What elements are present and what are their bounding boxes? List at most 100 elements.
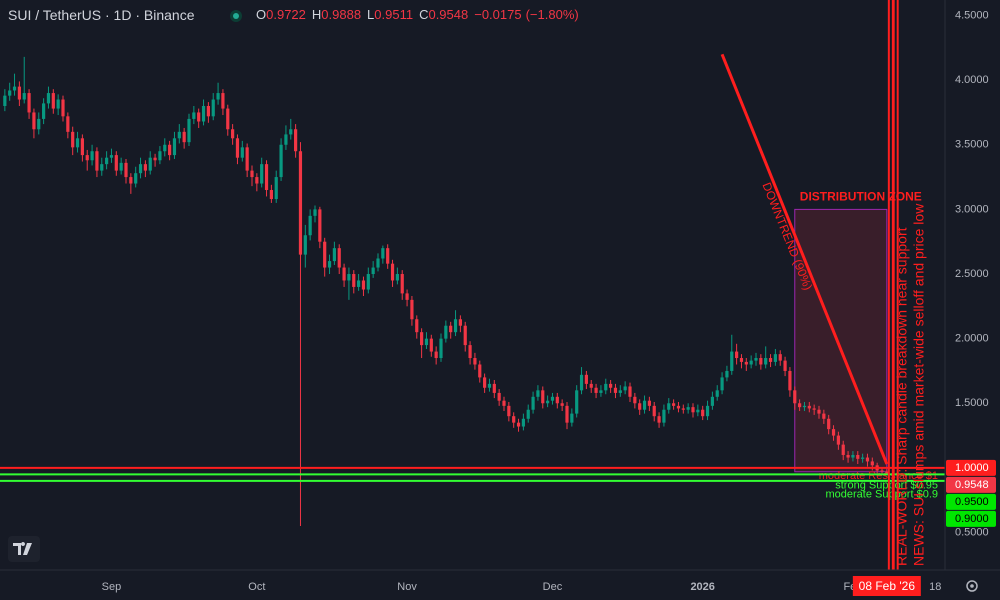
level-label: strong Support $0.95 [835,479,938,491]
candle-body [211,99,215,117]
candle-body [458,319,462,326]
candle-body [487,383,492,388]
candle-body [105,157,109,165]
candle-body [739,358,744,362]
candle-body [8,90,12,96]
candle-body [206,105,210,117]
header: SUI / TetherUS · 1D · Binance [8,7,195,23]
candle-body [80,138,84,156]
candle-body [788,370,792,391]
candle-body [720,377,724,391]
candle-body [192,112,196,119]
candle-body [453,319,458,333]
candle-body [662,409,666,423]
candle-body [284,134,288,145]
candle-body [541,390,545,404]
candle-body [366,274,370,290]
ohlc-value: 0.9722 [266,7,306,22]
x-tick-label: Oct [248,581,265,593]
symbol-title: SUI / TetherUS · 1D · Binance [8,7,195,23]
ohlc-value: 0.9548 [428,7,468,22]
candle-body [221,93,225,109]
settings-icon[interactable] [966,580,978,592]
candle-body [865,457,870,462]
candle-body [691,407,695,413]
candle-body [303,235,307,255]
candle-body [124,162,128,178]
change-pct: (−1.80%) [526,7,579,22]
gear[interactable] [966,580,978,592]
candle-body [410,299,414,320]
x-tick-label: Dec [543,581,563,593]
candle-body [323,241,327,268]
candle-body [71,131,75,148]
price-label: 0.9548 [946,476,996,493]
candle-body [497,392,501,401]
candle-body [463,325,467,346]
candle-body [827,418,831,430]
candle-body [526,409,530,419]
candle-body [468,345,472,359]
candle-body [371,267,375,275]
candle-body [817,409,821,414]
candle-body [546,400,550,404]
candle-body [27,93,31,113]
candle-body [231,129,235,139]
candle-body [51,93,55,109]
candle-body [657,416,661,423]
candle-body [444,325,448,339]
candle-body [376,258,380,268]
candle-body [599,390,603,393]
candle-body [269,190,273,200]
ohlc-label: O [256,7,266,22]
candle-body [56,99,60,109]
price-label-text: 0.9548 [955,479,989,491]
candle-body [342,267,346,281]
x-tick-label: Sep [102,581,122,593]
level-label: moderate Support $0.9 [825,489,938,501]
candle-body [17,86,21,100]
candle-body [851,454,855,458]
candle-body [623,386,627,391]
price-label-bg [946,476,996,493]
candle-body [3,95,7,106]
candle-body [744,361,748,365]
candle-body [260,164,264,184]
candle-body [274,177,278,200]
candle-body [279,144,283,178]
candle-body [638,403,642,410]
candle-body [216,93,220,100]
price-label-bg [946,493,996,510]
gear-center[interactable] [970,584,974,588]
logo-bg [8,536,40,562]
candle-body [201,105,206,122]
ohlc-value: 0.9888 [321,7,361,22]
candle-body [647,400,651,406]
candle-body [705,405,710,417]
candle-body [298,151,303,255]
candle-body [313,209,317,216]
candle-body [119,162,123,171]
candle-body [589,383,593,388]
candle-body [32,112,36,130]
candle-body [439,338,443,359]
candle-body [798,403,802,408]
price-label-text: 0.9500 [955,496,989,508]
candle-body [550,396,555,401]
event-label: REAL-WORLD: Sharp candle breakdown near … [894,227,910,566]
candle-body [85,155,89,161]
candle-body [584,374,588,384]
candle-body [885,471,889,474]
candle-body [172,138,177,156]
candle-body [182,131,186,143]
candle-body [841,444,845,455]
candle-body [730,351,734,371]
candle-body [400,274,404,294]
candle-body [109,155,114,158]
candle-body [264,164,269,190]
candle-body [831,429,836,436]
candle-body [579,374,584,391]
candle-body [492,383,496,393]
ohlc-value: 0.9511 [374,7,413,22]
candle-body [609,383,613,388]
